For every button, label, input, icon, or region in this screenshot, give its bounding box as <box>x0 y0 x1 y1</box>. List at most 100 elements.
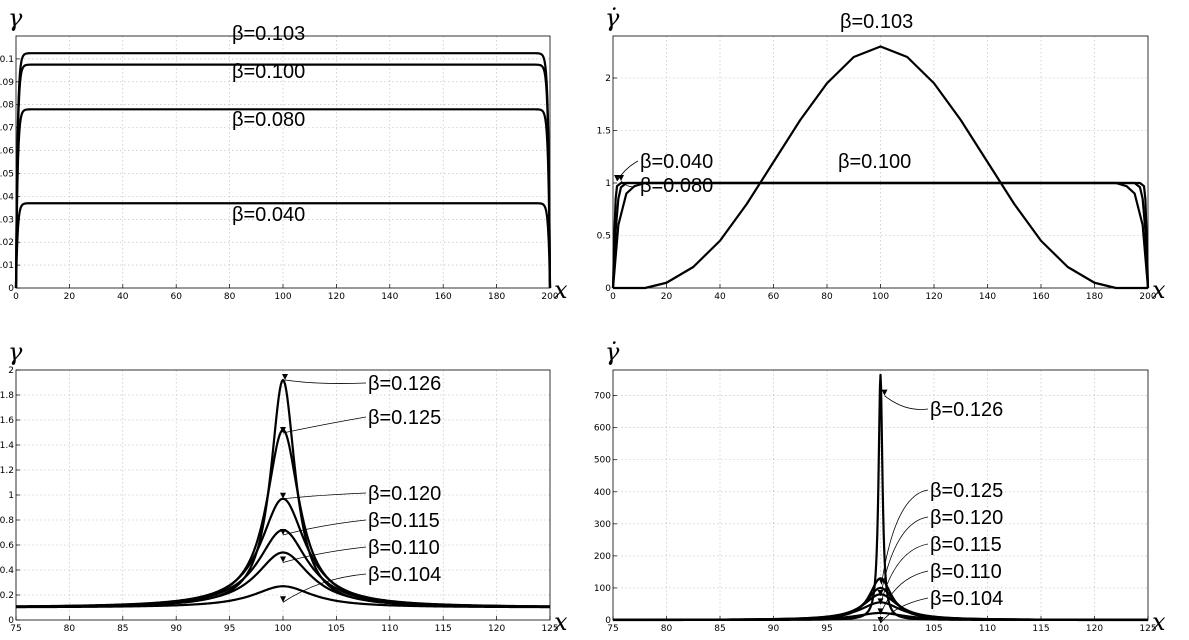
annotation-arrowhead <box>280 492 286 499</box>
y-tick-label: 1.6 <box>0 416 14 426</box>
annotation-arrowhead <box>877 608 884 615</box>
series-label: β=0.115 <box>930 534 1002 556</box>
series-label: β=0.040 <box>232 204 305 226</box>
y-axis-label: γ <box>8 4 23 32</box>
y-axis-label: γ <box>8 338 23 366</box>
x-tick-label: 120 <box>1086 624 1103 634</box>
annotation-arrowhead <box>881 389 888 396</box>
x-tick-label: 40 <box>714 292 726 302</box>
x-tick-label: 85 <box>714 624 725 634</box>
annotation-leader <box>282 519 367 536</box>
annotation-arrowhead <box>280 556 286 563</box>
annotation-leader <box>282 416 367 434</box>
annotation-arrowhead <box>280 427 286 433</box>
series-label: β=0.040 <box>640 151 713 173</box>
annotation-arrowhead <box>282 374 288 380</box>
y-tick-label: 700 <box>594 392 611 402</box>
annotation-arrowhead <box>280 529 286 535</box>
y-tick-label: 0.4 <box>0 566 14 576</box>
x-tick-label: 120 <box>328 292 345 302</box>
annotation-leader <box>881 489 929 585</box>
x-tick-label: 115 <box>435 624 452 634</box>
series-label: β=0.120 <box>368 483 441 505</box>
x-tick-label: 60 <box>768 292 780 302</box>
series-label: β=0.104 <box>368 564 441 586</box>
y-tick-label: 0.8 <box>0 516 14 526</box>
x-tick-label: 80 <box>821 292 833 302</box>
y-tick-label: 500 <box>594 456 611 466</box>
y-tick-label: 600 <box>594 424 611 434</box>
y-axis-label: γ̇ <box>605 4 620 32</box>
y-tick-label: 0.1 <box>0 55 14 65</box>
y-tick-label: 1 <box>605 179 611 189</box>
y-tick-label: 0.06 <box>0 147 14 157</box>
series-line-3 <box>611 181 1150 289</box>
x-tick-label: 125 <box>541 624 558 634</box>
x-tick-label: 80 <box>224 292 236 302</box>
x-tick-label: 180 <box>1086 292 1103 302</box>
x-tick-label: 200 <box>541 292 558 302</box>
y-tick-label: 0.2 <box>0 591 14 601</box>
annotation-leader <box>620 180 639 188</box>
y-tick-label: 1 <box>8 491 14 501</box>
annotation-arrowhead <box>878 578 885 585</box>
series-label: β=0.080 <box>640 175 713 197</box>
y-tick-label: 0.02 <box>0 238 14 248</box>
x-tick-label: 110 <box>979 624 996 634</box>
annotation-leader <box>880 597 929 624</box>
annotation-leader <box>282 573 367 603</box>
series-label: β=0.104 <box>930 588 1003 610</box>
annotation-leader <box>880 543 929 605</box>
y-tick-label: 2 <box>605 74 611 84</box>
x-tick-label: 100 <box>872 624 889 634</box>
y-tick-label: 100 <box>594 584 611 594</box>
x-tick-label: 100 <box>274 292 291 302</box>
y-tick-label: 0.03 <box>0 215 14 225</box>
y-tick-label: 0.04 <box>0 192 14 202</box>
y-tick-label: 1.2 <box>0 466 14 476</box>
x-axis-label: x <box>1152 276 1166 304</box>
series-line-0 <box>613 45 1148 290</box>
y-tick-label: 400 <box>594 488 611 498</box>
annotation-leader <box>616 160 639 182</box>
series-label: β=0.126 <box>368 373 441 395</box>
annotation-leader <box>284 379 367 384</box>
x-tick-label: 90 <box>768 624 780 634</box>
x-tick-label: 120 <box>488 624 505 634</box>
series-label: β=0.110 <box>368 537 440 559</box>
y-tick-label: 1.5 <box>597 127 611 137</box>
y-tick-label: 2 <box>8 366 14 376</box>
annotation-leader <box>880 570 929 615</box>
x-tick-label: 160 <box>1032 292 1049 302</box>
x-axis-label: x <box>1152 608 1166 636</box>
y-tick-label: 200 <box>594 552 611 562</box>
y-tick-label: 0.6 <box>0 541 14 551</box>
series-line-0 <box>14 52 552 289</box>
series-label: β=0.100 <box>838 151 911 173</box>
x-tick-label: 110 <box>381 624 398 634</box>
x-tick-label: 75 <box>10 624 21 634</box>
annotation-arrowhead <box>618 175 625 181</box>
y-tick-label: 1.4 <box>0 441 14 451</box>
x-tick-label: 100 <box>274 624 291 634</box>
annotation-arrowhead <box>877 598 884 605</box>
y-tick-label: 0.01 <box>0 261 14 271</box>
y-tick-label: 1.8 <box>0 391 14 401</box>
series-label: β=0.125 <box>930 480 1003 502</box>
series-label: β=0.103 <box>232 23 305 45</box>
annotation-leader <box>282 546 367 563</box>
series-label: β=0.103 <box>840 11 913 33</box>
x-tick-label: 120 <box>925 292 942 302</box>
series-line-1 <box>14 63 552 289</box>
x-axis-label: x <box>554 276 568 304</box>
annotation-leader <box>880 516 929 597</box>
x-tick-label: 85 <box>117 624 128 634</box>
series-label: β=0.126 <box>930 399 1003 421</box>
series-label: β=0.100 <box>232 61 305 83</box>
x-tick-label: 20 <box>661 292 673 302</box>
y-tick-label: 0 <box>8 284 14 294</box>
x-tick-label: 125 <box>1139 624 1156 634</box>
x-tick-label: 140 <box>381 292 398 302</box>
x-tick-label: 105 <box>925 624 942 634</box>
